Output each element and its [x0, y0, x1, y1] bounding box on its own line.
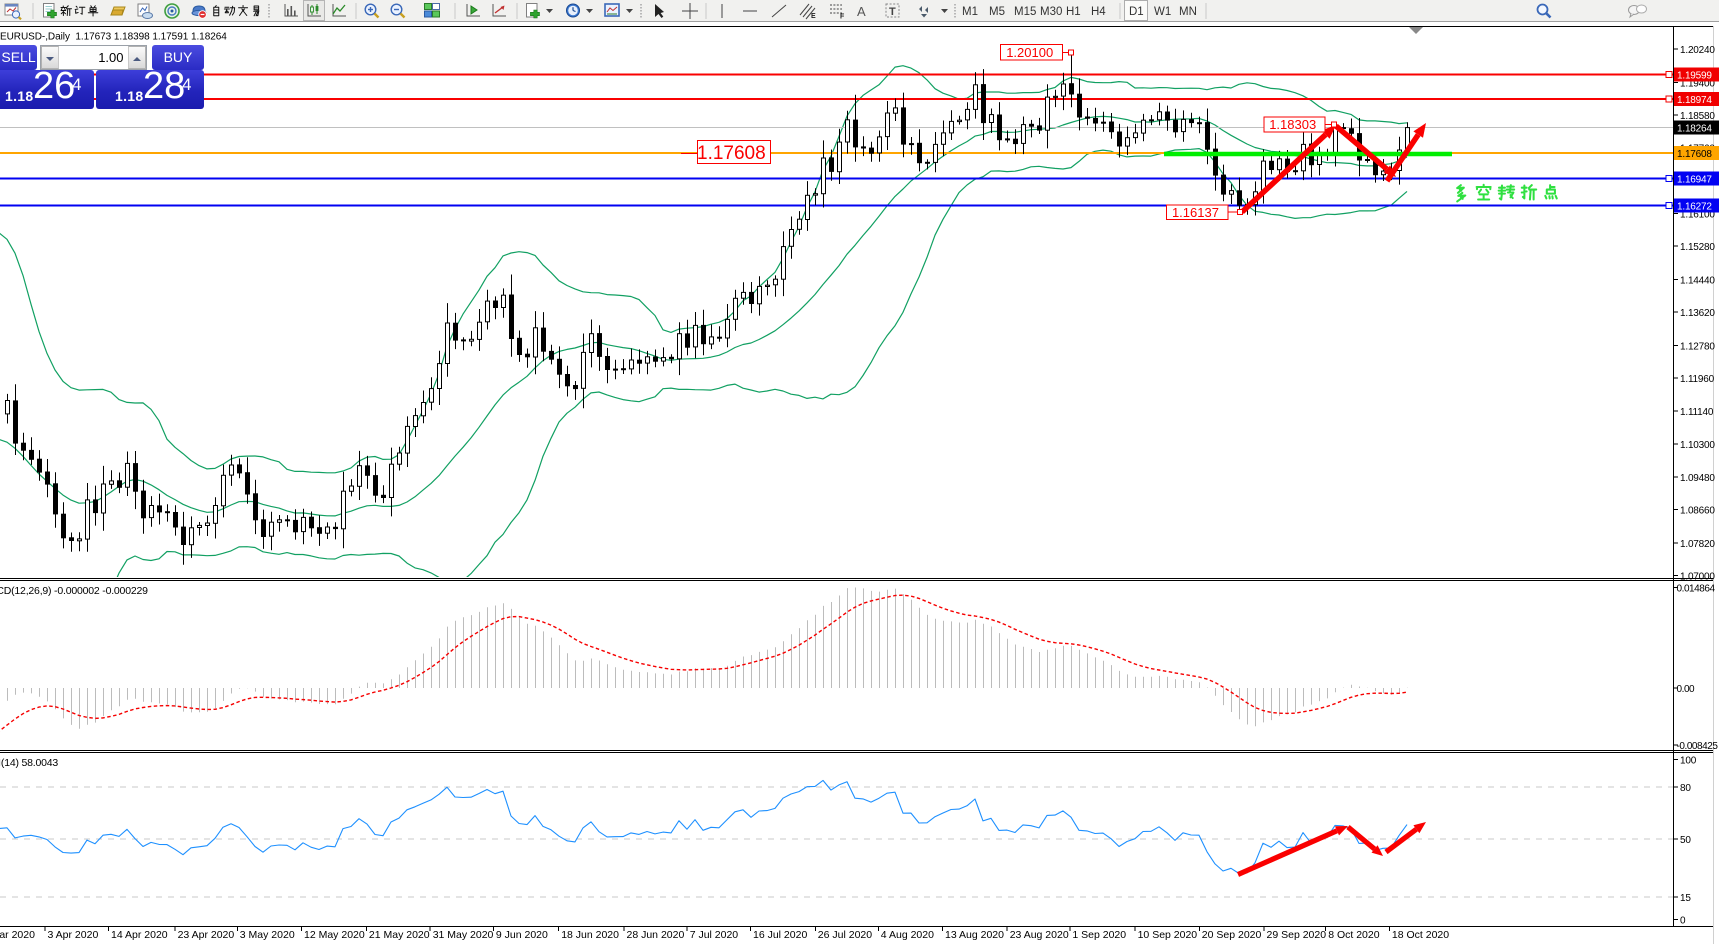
svg-text:MN: MN — [1179, 6, 1197, 18]
svg-text:1.17608: 1.17608 — [1677, 149, 1712, 160]
svg-text:RSI(14) 58.0043: RSI(14) 58.0043 — [0, 757, 58, 769]
svg-text:3 Apr 2020: 3 Apr 2020 — [48, 929, 99, 941]
svg-text:1.16137: 1.16137 — [1172, 205, 1219, 220]
svg-text:1.07820: 1.07820 — [1680, 539, 1715, 550]
svg-text:21 May 2020: 21 May 2020 — [369, 929, 430, 941]
svg-text:1.20240: 1.20240 — [1680, 45, 1715, 56]
svg-text:18 Oct 2020: 18 Oct 2020 — [1392, 929, 1449, 941]
svg-text:1.13620: 1.13620 — [1680, 308, 1715, 319]
svg-text:1.19599: 1.19599 — [1677, 71, 1712, 82]
svg-text:8 Oct 2020: 8 Oct 2020 — [1328, 929, 1380, 941]
svg-text:1.16100: 1.16100 — [1680, 210, 1715, 221]
svg-text:29 Sep 2020: 29 Sep 2020 — [1267, 929, 1327, 941]
svg-text:23 Apr 2020: 23 Apr 2020 — [178, 929, 235, 941]
svg-text:1.07000: 1.07000 — [1680, 572, 1715, 583]
svg-text:1.14440: 1.14440 — [1680, 276, 1715, 287]
svg-text:F: F — [840, 14, 845, 21]
svg-text:80: 80 — [1680, 783, 1691, 794]
svg-text:1.09480: 1.09480 — [1680, 473, 1715, 484]
svg-text:1.18264: 1.18264 — [1677, 124, 1712, 135]
svg-text:-0.008425: -0.008425 — [1677, 741, 1719, 752]
svg-text:1.20100: 1.20100 — [1006, 45, 1053, 60]
svg-text:26 Jul 2020: 26 Jul 2020 — [818, 929, 872, 941]
svg-text:3 May 2020: 3 May 2020 — [240, 929, 295, 941]
svg-text:H4: H4 — [1091, 6, 1106, 18]
svg-text:1 Sep 2020: 1 Sep 2020 — [1072, 929, 1126, 941]
svg-text:D1: D1 — [1129, 6, 1144, 18]
svg-text:16 Jul 2020: 16 Jul 2020 — [753, 929, 807, 941]
svg-text:0.00: 0.00 — [1677, 684, 1696, 695]
svg-text:1.11960: 1.11960 — [1680, 374, 1715, 385]
svg-text:M1: M1 — [962, 6, 978, 18]
svg-text:1.11140: 1.11140 — [1680, 407, 1714, 418]
svg-text:M15: M15 — [1014, 6, 1036, 18]
svg-text:12 May 2020: 12 May 2020 — [304, 929, 365, 941]
svg-text:1.18580: 1.18580 — [1680, 111, 1715, 122]
svg-text:1.10300: 1.10300 — [1680, 440, 1715, 451]
svg-text:1.12780: 1.12780 — [1680, 342, 1715, 353]
svg-text:M5: M5 — [989, 6, 1005, 18]
svg-text:9 Jun 2020: 9 Jun 2020 — [496, 929, 548, 941]
svg-text:1.15280: 1.15280 — [1680, 242, 1715, 253]
svg-text:20 Sep 2020: 20 Sep 2020 — [1202, 929, 1262, 941]
svg-text:EURUSD-,Daily 1.17673 1.18398: EURUSD-,Daily 1.17673 1.18398 1.17591 1.… — [0, 32, 227, 43]
svg-text:10 Sep 2020: 10 Sep 2020 — [1138, 929, 1198, 941]
svg-text:1.18303: 1.18303 — [1269, 117, 1316, 132]
svg-text:1.17608: 1.17608 — [697, 143, 766, 164]
svg-text:7 Jul 2020: 7 Jul 2020 — [690, 929, 739, 941]
svg-text:14 Apr 2020: 14 Apr 2020 — [111, 929, 168, 941]
svg-text:15: 15 — [1680, 893, 1691, 904]
svg-text:MACD(12,26,9) -0.000002 -0.000: MACD(12,26,9) -0.000002 -0.000229 — [0, 585, 148, 597]
svg-text:18 Jun 2020: 18 Jun 2020 — [561, 929, 619, 941]
svg-text:T: T — [889, 6, 896, 18]
svg-text:1.18974: 1.18974 — [1677, 95, 1712, 106]
svg-text:1.08660: 1.08660 — [1680, 505, 1715, 516]
svg-text:50: 50 — [1680, 835, 1691, 846]
svg-text:28 Jun 2020: 28 Jun 2020 — [627, 929, 685, 941]
svg-text:M30: M30 — [1040, 6, 1062, 18]
svg-text:1.19400: 1.19400 — [1680, 78, 1715, 89]
svg-text:0: 0 — [1680, 916, 1686, 927]
svg-text:A: A — [857, 4, 866, 19]
svg-text:23 Aug 2020: 23 Aug 2020 — [1010, 929, 1069, 941]
svg-text:24 Mar 2020: 24 Mar 2020 — [0, 929, 35, 941]
svg-text:4 Aug 2020: 4 Aug 2020 — [881, 929, 934, 941]
svg-text:13 Aug 2020: 13 Aug 2020 — [945, 929, 1004, 941]
svg-text:W1: W1 — [1154, 6, 1171, 18]
svg-text:H1: H1 — [1066, 6, 1081, 18]
svg-text:1.16947: 1.16947 — [1677, 175, 1712, 186]
svg-text:E: E — [811, 13, 816, 20]
svg-text:100: 100 — [1680, 756, 1697, 767]
svg-text:1.16272: 1.16272 — [1677, 202, 1712, 213]
svg-text:31 May 2020: 31 May 2020 — [433, 929, 494, 941]
svg-text:0.014864: 0.014864 — [1677, 584, 1716, 595]
